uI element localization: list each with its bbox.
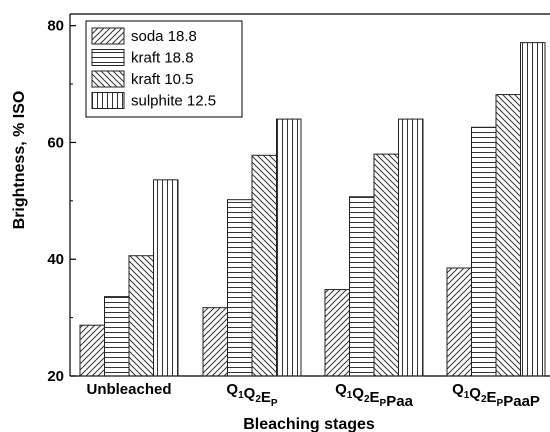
legend-swatch [91,92,125,109]
y-tick-label: 80 [47,18,64,35]
bar-kraft-18-8-2 [349,196,375,377]
legend-label: kraft 10.5 [131,71,194,88]
y-tick-label: 60 [47,134,64,151]
x-tick-label: Unbleached [86,381,171,398]
bar-kraft-10-5-3 [495,94,521,377]
bar-kraft-18-8-0 [104,296,130,377]
bar-kraft-10-5-0 [128,255,154,377]
legend: soda 18.8 kraft 18.8 kraft 10.5 sulphite 12… [85,20,243,118]
legend-swatch [91,27,125,45]
bars-group [79,42,546,377]
bar-sulphite-12-5-2 [398,118,424,377]
y-tick-label: 40 [47,251,64,268]
axes-group: 20 40 60 80 Unbleached Q1Q2EP Q1Q2EPPaa Q1Q2EPP… [47,18,540,410]
x-axis-label: Bleaching stages [243,416,375,432]
x-tick-label: Q1Q2EPPaaP [452,381,540,410]
bar-soda-18-8-2 [324,289,350,377]
bar-soda-18-8-1 [202,307,228,377]
legend-swatch [91,49,125,66]
bar-kraft-18-8-3 [471,126,497,377]
bar-soda-18-8-3 [446,267,472,377]
bar-soda-18-8-0 [79,324,105,377]
legend-label: kraft 18.8 [131,50,194,67]
bar-kraft-10-5-2 [373,153,399,377]
x-tick-label: Q1Q2EP [226,381,277,409]
y-axis-label: Brightness, % ISO [11,91,28,230]
bar-sulphite-12-5-3 [520,42,546,377]
bar-kraft-18-8-1 [227,199,253,377]
bar-sulphite-12-5-0 [153,179,179,377]
legend-label: sulphite 12.5 [131,93,216,110]
bar-kraft-10-5-1 [251,154,277,377]
x-tick-label: Q1Q2EPPaa [335,381,414,410]
bar-sulphite-12-5-1 [276,118,302,377]
legend-label: soda 18.8 [131,28,197,45]
y-tick-label: 20 [47,368,64,385]
legend-swatch [91,70,125,88]
